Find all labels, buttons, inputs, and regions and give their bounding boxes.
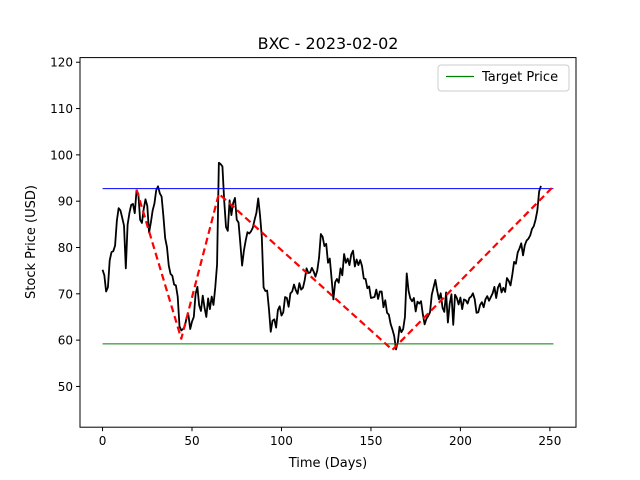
legend: Target Price [437, 64, 570, 92]
legend-label-target-price: Target Price [481, 70, 558, 85]
axes-frame [79, 57, 577, 428]
x-axis-label: Time (Days) [288, 456, 368, 471]
x-axis-ticks: 0 50 100 150 200 250 [99, 427, 561, 448]
x-tick-label: 250 [538, 434, 561, 448]
zigzag-trend-line [135, 185, 555, 351]
data-layer [101, 161, 555, 351]
y-tick-label: 100 [50, 148, 73, 162]
x-tick-label: 0 [99, 434, 107, 448]
y-tick-label: 80 [58, 241, 73, 255]
legend-box [437, 64, 570, 92]
y-tick-label: 120 [50, 56, 73, 70]
y-axis-label: Stock Price (USD) [24, 185, 39, 299]
x-tick-label: 150 [359, 434, 382, 448]
y-tick-label: 110 [50, 102, 73, 116]
y-tick-label: 90 [58, 195, 73, 209]
y-axis-ticks: 50 60 70 80 90 100 110 120 [50, 56, 80, 394]
x-tick-label: 200 [449, 434, 472, 448]
x-tick-label: 50 [184, 434, 199, 448]
y-tick-label: 50 [58, 380, 73, 394]
y-tick-label: 60 [58, 334, 73, 348]
chart-title: BXC - 2023-02-02 [258, 34, 399, 53]
x-tick-label: 100 [270, 434, 293, 448]
price-series-line [101, 161, 542, 351]
y-tick-label: 70 [58, 287, 73, 301]
